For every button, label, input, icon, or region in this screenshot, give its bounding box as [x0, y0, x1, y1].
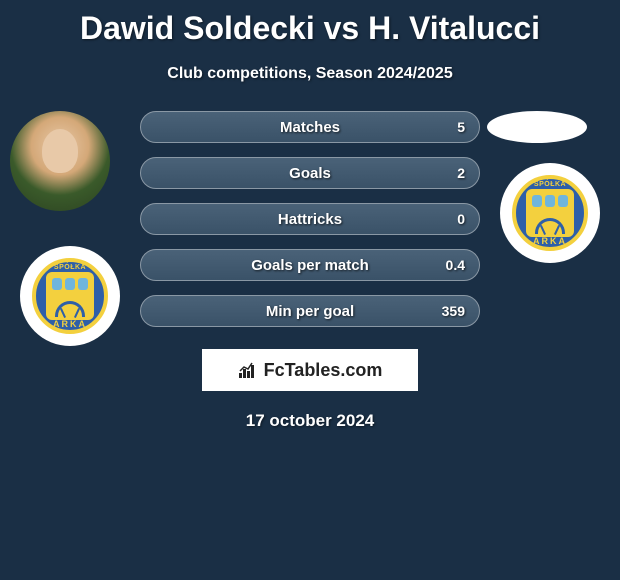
badge-bottom-text: ARKA	[533, 236, 567, 246]
stat-label: Min per goal	[266, 303, 354, 320]
player1-avatar	[10, 111, 110, 211]
stat-bar: Goals 2	[140, 157, 480, 189]
stat-value: 359	[442, 303, 465, 319]
player2-avatar-placeholder	[487, 111, 587, 143]
bar-chart-icon	[238, 361, 258, 379]
badge-inner-icon	[526, 189, 574, 237]
badge-wheel-icon	[55, 301, 85, 317]
stat-bars: Matches 5 Goals 2 Hattricks 0 Goals per …	[140, 111, 480, 327]
season-subtitle: Club competitions, Season 2024/2025	[0, 65, 620, 83]
stat-label: Hattricks	[278, 211, 342, 228]
comparison-title: Dawid Soldecki vs H. Vitalucci	[0, 0, 620, 47]
badge-bottom-text: ARKA	[53, 319, 87, 329]
badge-top-text: SPÓŁKA	[54, 264, 86, 271]
brand-text: FcTables.com	[264, 360, 383, 381]
badge-top-text: SPÓŁKA	[534, 181, 566, 188]
brand-attribution[interactable]: FcTables.com	[202, 349, 418, 391]
stat-bar: Matches 5	[140, 111, 480, 143]
stat-label: Goals	[289, 165, 331, 182]
stat-value: 5	[457, 119, 465, 135]
stat-bar: Hattricks 0	[140, 203, 480, 235]
content-area: SPÓŁKA ARKA SPÓŁKA ARKA Matches 5 Goals …	[0, 111, 620, 431]
stat-label: Goals per match	[251, 257, 369, 274]
player1-club-badge: SPÓŁKA ARKA	[20, 246, 120, 346]
badge-wheel-icon	[535, 218, 565, 234]
stat-value: 2	[457, 165, 465, 181]
player2-club-badge: SPÓŁKA ARKA	[500, 163, 600, 263]
stat-value: 0	[457, 211, 465, 227]
arka-badge-icon: SPÓŁKA ARKA	[512, 175, 588, 251]
snapshot-date: 17 october 2024	[0, 411, 620, 431]
badge-inner-icon	[46, 272, 94, 320]
arka-badge-icon: SPÓŁKA ARKA	[32, 258, 108, 334]
stat-bar: Goals per match 0.4	[140, 249, 480, 281]
stat-label: Matches	[280, 119, 340, 136]
stat-bar: Min per goal 359	[140, 295, 480, 327]
stat-value: 0.4	[446, 257, 465, 273]
